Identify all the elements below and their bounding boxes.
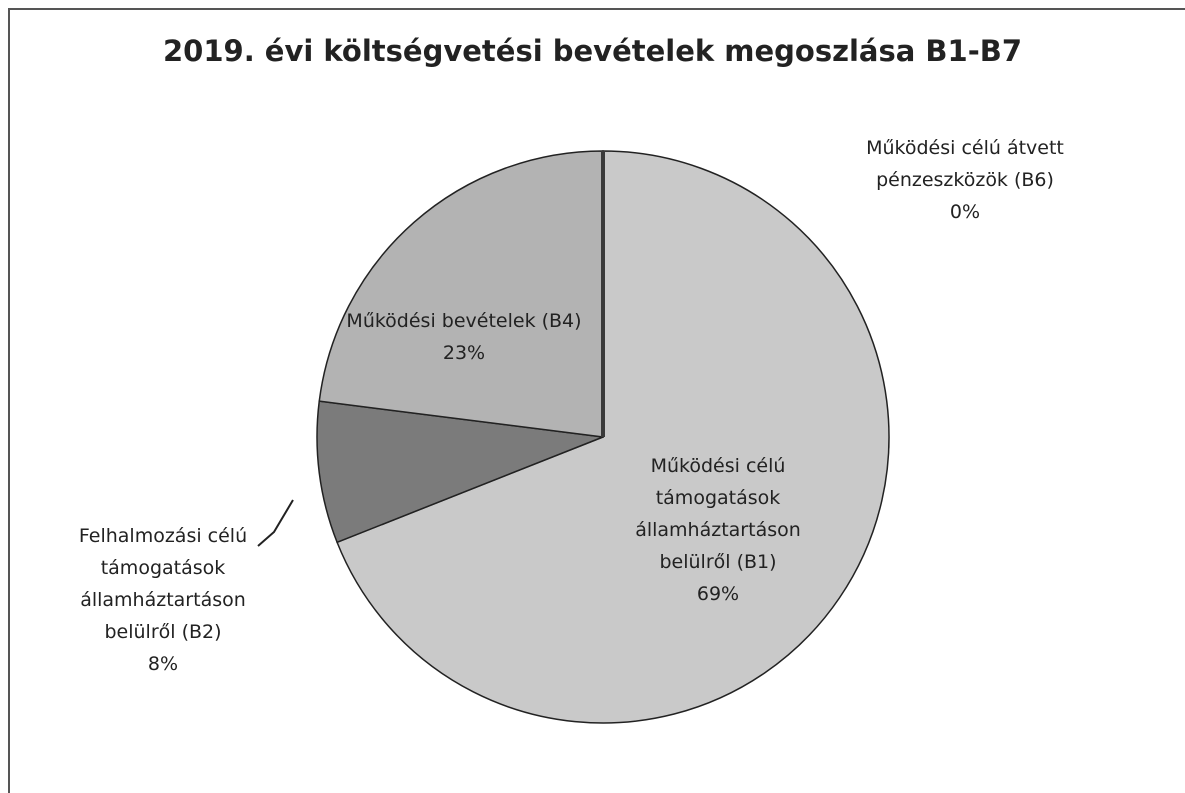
- chart-title: 2019. évi költségvetési bevételek megosz…: [162, 34, 1023, 68]
- value-label: 0%: [949, 201, 981, 223]
- category-label: Működési bevételek (B4): [346, 310, 582, 332]
- value-label: 23%: [442, 342, 486, 364]
- frame: [8, 8, 1185, 793]
- value-label: 8%: [147, 653, 179, 675]
- pie-slice: [316, 400, 604, 544]
- leader-line: [257, 499, 294, 547]
- category-label: Felhalmozási célú támogatások államházta…: [78, 525, 248, 643]
- category-label: Működési célú támogatások államháztartás…: [635, 455, 801, 573]
- slice-label: Felhalmozási célú támogatások államházta…: [43, 520, 283, 680]
- value-label: 69%: [696, 583, 740, 605]
- category-label: Működési célú átvett pénzeszközök (B6): [866, 137, 1064, 191]
- slice-label: Működési bevételek (B4) 23%: [324, 305, 604, 369]
- slice-label: Működési célú átvett pénzeszközök (B6) 0%: [840, 132, 1090, 228]
- pie-slice: [318, 150, 604, 438]
- pie: [316, 150, 890, 724]
- pie-slice: [336, 150, 890, 724]
- slice-label: Működési célú támogatások államháztartás…: [598, 450, 838, 610]
